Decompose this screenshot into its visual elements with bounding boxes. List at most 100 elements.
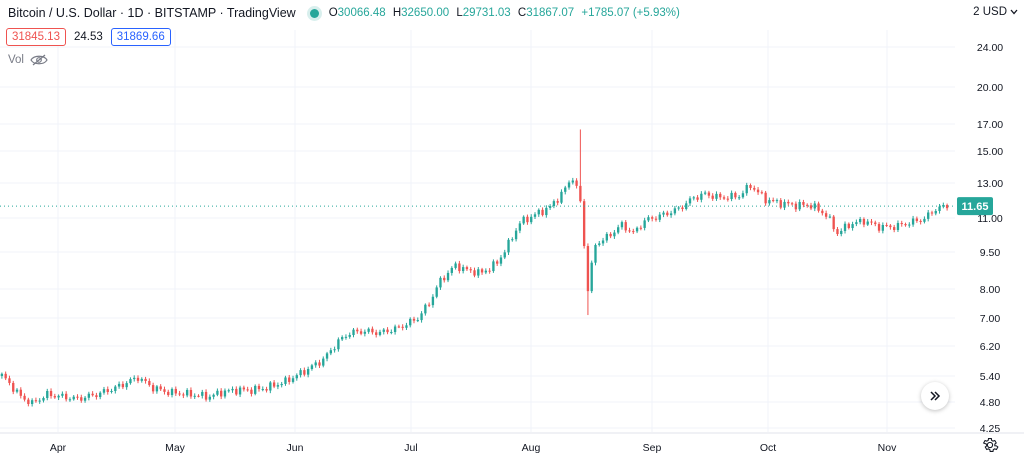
candle-body xyxy=(605,233,609,241)
candle-body xyxy=(617,227,620,233)
candle-body xyxy=(503,252,506,258)
price-tick-label: 11.00 xyxy=(977,213,1003,225)
candle-body xyxy=(911,218,915,225)
price-tick-label: 5.40 xyxy=(980,371,1001,383)
candle-body xyxy=(942,204,945,207)
candle-body xyxy=(783,201,786,208)
spread-value: 24.53 xyxy=(73,31,103,43)
candle-body xyxy=(356,329,359,332)
candle-body xyxy=(34,400,38,402)
candle-body xyxy=(136,377,140,381)
candle-body xyxy=(439,277,442,288)
candle-body xyxy=(741,193,745,198)
price-axis[interactable]: 24.00 20.00 17.00 15.00 13.00 11.00 9.50 8.00 7.… xyxy=(977,42,1003,435)
open-label: O xyxy=(328,7,338,19)
price-tick-label: 7.00 xyxy=(980,313,1001,325)
change-value: +1785.07 (+5.93%) xyxy=(581,7,680,19)
chart-legend[interactable]: Bitcoin / U.S. Dollar · 1D · BITSTAMP · … xyxy=(8,6,684,20)
candle-body xyxy=(613,232,616,237)
candle-body xyxy=(772,200,775,202)
price-tick-label: 8.00 xyxy=(980,284,1001,296)
candle-body xyxy=(125,383,128,388)
candle-body xyxy=(102,389,106,393)
candle-body xyxy=(261,389,264,391)
candle-body xyxy=(499,257,503,264)
candle-body xyxy=(681,207,684,210)
candle-body xyxy=(197,395,200,397)
last-price-marker: 11.65 xyxy=(0,197,993,216)
candle-body xyxy=(703,192,707,194)
candle-body xyxy=(30,400,34,405)
candle-body xyxy=(824,213,828,217)
gear-icon[interactable] xyxy=(981,436,999,454)
interval-label[interactable]: 1D xyxy=(127,6,144,20)
candle-body xyxy=(337,339,340,350)
candle-body xyxy=(745,185,748,194)
candle-body xyxy=(401,326,404,328)
symbol-title[interactable]: Bitcoin / U.S. Dollar · 1D · BITSTAMP · … xyxy=(8,6,296,20)
candle-body xyxy=(291,378,295,382)
price-tick-label: 17.00 xyxy=(977,119,1003,131)
candle-body xyxy=(68,399,72,401)
candle-body xyxy=(552,201,556,207)
candle-body xyxy=(669,213,673,216)
candle-body xyxy=(280,383,283,386)
candle-body xyxy=(692,197,695,199)
candle-body xyxy=(163,389,166,392)
candle-body xyxy=(794,203,798,210)
legend-separator: · xyxy=(219,6,224,20)
eye-crossed-icon[interactable] xyxy=(30,54,48,66)
currency-selector[interactable]: 2 USD xyxy=(973,6,1018,18)
candle-body xyxy=(919,220,922,222)
candle-body xyxy=(265,389,268,391)
candle-body xyxy=(378,331,382,335)
candle-body xyxy=(530,216,533,223)
candle-body xyxy=(632,231,635,233)
candle-body xyxy=(866,221,869,225)
candle-body xyxy=(314,362,317,366)
candle-body xyxy=(586,246,590,292)
candle-body xyxy=(715,193,718,199)
candle-body xyxy=(533,214,537,217)
candle-body xyxy=(760,192,764,194)
candle-body xyxy=(435,287,438,297)
candle-body xyxy=(242,387,246,390)
candle-body xyxy=(80,397,83,401)
sell-price-button[interactable]: 31845.13 xyxy=(6,28,66,46)
symbol-name[interactable]: Bitcoin / U.S. Dollar xyxy=(8,6,117,20)
candle-body xyxy=(27,399,30,405)
market-open-indicator xyxy=(309,8,319,18)
last-price-label: 11.65 xyxy=(962,201,989,213)
candle-body xyxy=(272,382,276,387)
candle-body xyxy=(843,223,847,231)
time-tick-label: Oct xyxy=(760,442,776,454)
candle-body xyxy=(386,329,389,333)
candle-body xyxy=(806,204,809,206)
candle-body xyxy=(42,398,45,401)
price-tick-label: 9.50 xyxy=(980,247,1001,259)
quote-row: 31845.13 24.53 31869.66 xyxy=(6,28,171,46)
scroll-to-realtime-button[interactable] xyxy=(921,382,949,410)
candle-body xyxy=(174,388,177,394)
candle-body xyxy=(375,332,378,335)
candle-body xyxy=(477,269,480,276)
buy-price-button[interactable]: 31869.66 xyxy=(110,28,171,46)
candle-body xyxy=(548,206,552,208)
candle-body xyxy=(847,223,850,229)
candle-body xyxy=(299,370,302,376)
candle-body xyxy=(344,336,348,338)
volume-indicator[interactable]: Vol xyxy=(8,54,48,66)
candle-body xyxy=(938,206,941,211)
candle-body xyxy=(91,393,94,396)
candle-body xyxy=(813,203,816,209)
candle-body xyxy=(231,388,234,391)
candle-body xyxy=(189,389,193,397)
candle-body xyxy=(182,394,185,396)
candle-body xyxy=(235,388,238,395)
time-axis[interactable]: Apr May Jun Jul Aug Sep Oct Nov xyxy=(0,432,1024,454)
candle-body xyxy=(817,203,820,211)
candle-body xyxy=(756,189,760,193)
candle-body xyxy=(397,326,401,328)
close-value: 31867.07 xyxy=(526,7,575,19)
